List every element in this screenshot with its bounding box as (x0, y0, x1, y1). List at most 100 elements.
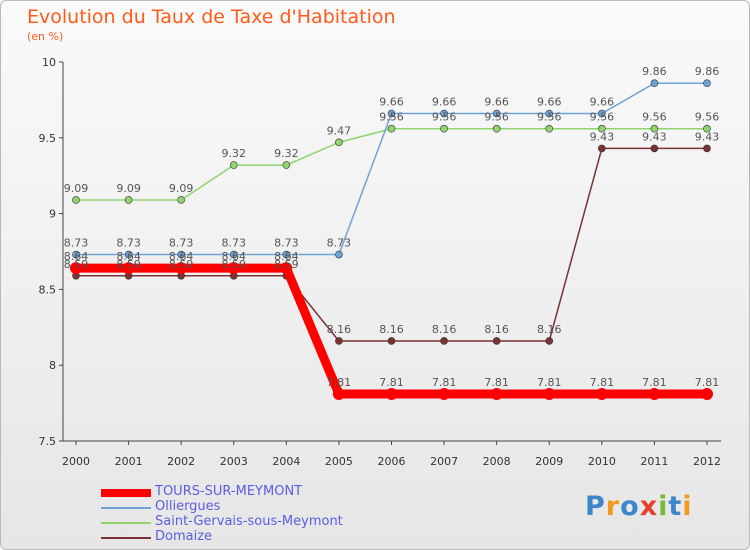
legend-label-tours: TOURS-SUR-MEYMONT (155, 484, 303, 499)
data-label: 8.59 (274, 258, 299, 271)
logo-letter: r (605, 491, 621, 522)
data-point (72, 250, 80, 259)
x-tick-label: 2010 (588, 455, 616, 468)
data-label: 9.66 (590, 96, 615, 109)
chart-data-labels: 8.59 8.59 8.59 8.59 8.59 8.16 8.16 8.16 8.16 8.16… (64, 65, 720, 389)
data-point (701, 388, 713, 401)
data-label: 8.16 (379, 323, 404, 336)
data-label: 9.32 (274, 147, 299, 160)
data-label: 9.56 (695, 111, 720, 124)
data-label: 9.66 (432, 96, 457, 109)
y-tick-label: 10 (42, 56, 56, 69)
data-point (229, 161, 238, 169)
x-tick-label: 2002 (167, 455, 195, 468)
series-line (76, 82, 707, 256)
data-label: 9.09 (116, 182, 141, 195)
data-point (280, 262, 293, 275)
data-label: 8.16 (432, 323, 457, 336)
x-tick-label: 2000 (62, 455, 90, 468)
data-label: 9.43 (695, 130, 720, 143)
data-point (650, 79, 659, 88)
data-point (227, 262, 240, 275)
x-tick-label: 2008 (483, 455, 511, 468)
y-tick-label: 7.5 (39, 435, 57, 448)
data-point (598, 109, 606, 118)
x-tick-label: 2011 (640, 455, 668, 468)
data-point (490, 388, 503, 401)
data-label: 8.73 (274, 237, 299, 250)
data-label: 9.56 (642, 111, 667, 124)
data-label: 8.59 (116, 258, 141, 271)
data-label: 9.09 (169, 182, 194, 195)
data-label: 8.64 (169, 250, 194, 263)
data-point (335, 337, 343, 345)
data-label: 7.81 (590, 376, 615, 389)
data-label: 7.81 (642, 376, 667, 389)
data-label: 9.09 (64, 182, 89, 195)
data-point (545, 109, 554, 118)
data-point (175, 262, 188, 275)
data-point (332, 388, 345, 401)
data-label: 9.66 (379, 96, 404, 109)
data-label: 9.32 (222, 147, 247, 160)
legend-label-domaize: Domaize (155, 529, 213, 544)
y-tick-label: 8.5 (39, 283, 57, 296)
logo-letter: i (682, 491, 693, 522)
data-label: 8.73 (222, 237, 247, 250)
data-label: 8.73 (169, 237, 194, 250)
legend-swatch-saint-gervais (101, 522, 151, 524)
data-label: 9.66 (537, 96, 562, 109)
data-label: 8.64 (274, 250, 299, 263)
data-label: 8.64 (64, 250, 89, 263)
data-point (177, 196, 185, 204)
x-tick-label: 2003 (220, 455, 248, 468)
data-point (124, 250, 133, 259)
data-label: 8.59 (64, 258, 89, 271)
x-tick-label: 2005 (325, 455, 353, 468)
data-label: 8.73 (64, 237, 89, 250)
data-label: 8.59 (222, 258, 247, 271)
data-point (598, 124, 606, 133)
data-point (650, 144, 659, 153)
data-label: 8.16 (327, 323, 352, 336)
logo-letter: P (585, 491, 606, 522)
data-label: 7.81 (327, 376, 352, 389)
data-label: 7.81 (432, 376, 457, 389)
data-label: 8.16 (537, 323, 562, 336)
data-label: 9.56 (432, 111, 457, 124)
x-tick-label: 2007 (430, 455, 458, 468)
data-label: 9.56 (590, 111, 615, 124)
data-label: 8.16 (484, 323, 509, 336)
legend-swatch-tours (101, 489, 151, 497)
legend-swatch-olliergues (101, 507, 151, 509)
data-label: 7.81 (695, 376, 720, 389)
data-label: 9.43 (642, 130, 667, 143)
data-point (440, 109, 448, 118)
data-label: 7.81 (484, 376, 509, 389)
data-label: 8.64 (222, 250, 247, 263)
data-point (438, 388, 451, 401)
y-tick-label: 9.5 (39, 132, 57, 145)
data-label: 7.81 (379, 376, 404, 389)
data-point (440, 124, 448, 133)
data-point (545, 124, 554, 133)
data-point (492, 124, 501, 133)
data-label: 8.59 (169, 258, 194, 271)
data-point (440, 337, 448, 345)
data-point (385, 388, 398, 401)
data-label: 9.43 (590, 130, 615, 143)
logo-letter: x (639, 491, 659, 522)
data-point (650, 124, 659, 133)
legend-label-saint-gervais: Saint-Gervais-sous-Meymont (155, 514, 343, 529)
y-tick-label: 8 (49, 359, 56, 372)
logo-letter: o (620, 491, 640, 522)
data-label: 9.56 (484, 111, 509, 124)
proxiti-logo: Proxiti (585, 491, 693, 522)
data-point (335, 250, 343, 259)
x-tick-label: 2009 (535, 455, 563, 468)
data-label: 9.47 (327, 124, 352, 137)
data-point (703, 144, 711, 153)
data-point (177, 250, 185, 259)
